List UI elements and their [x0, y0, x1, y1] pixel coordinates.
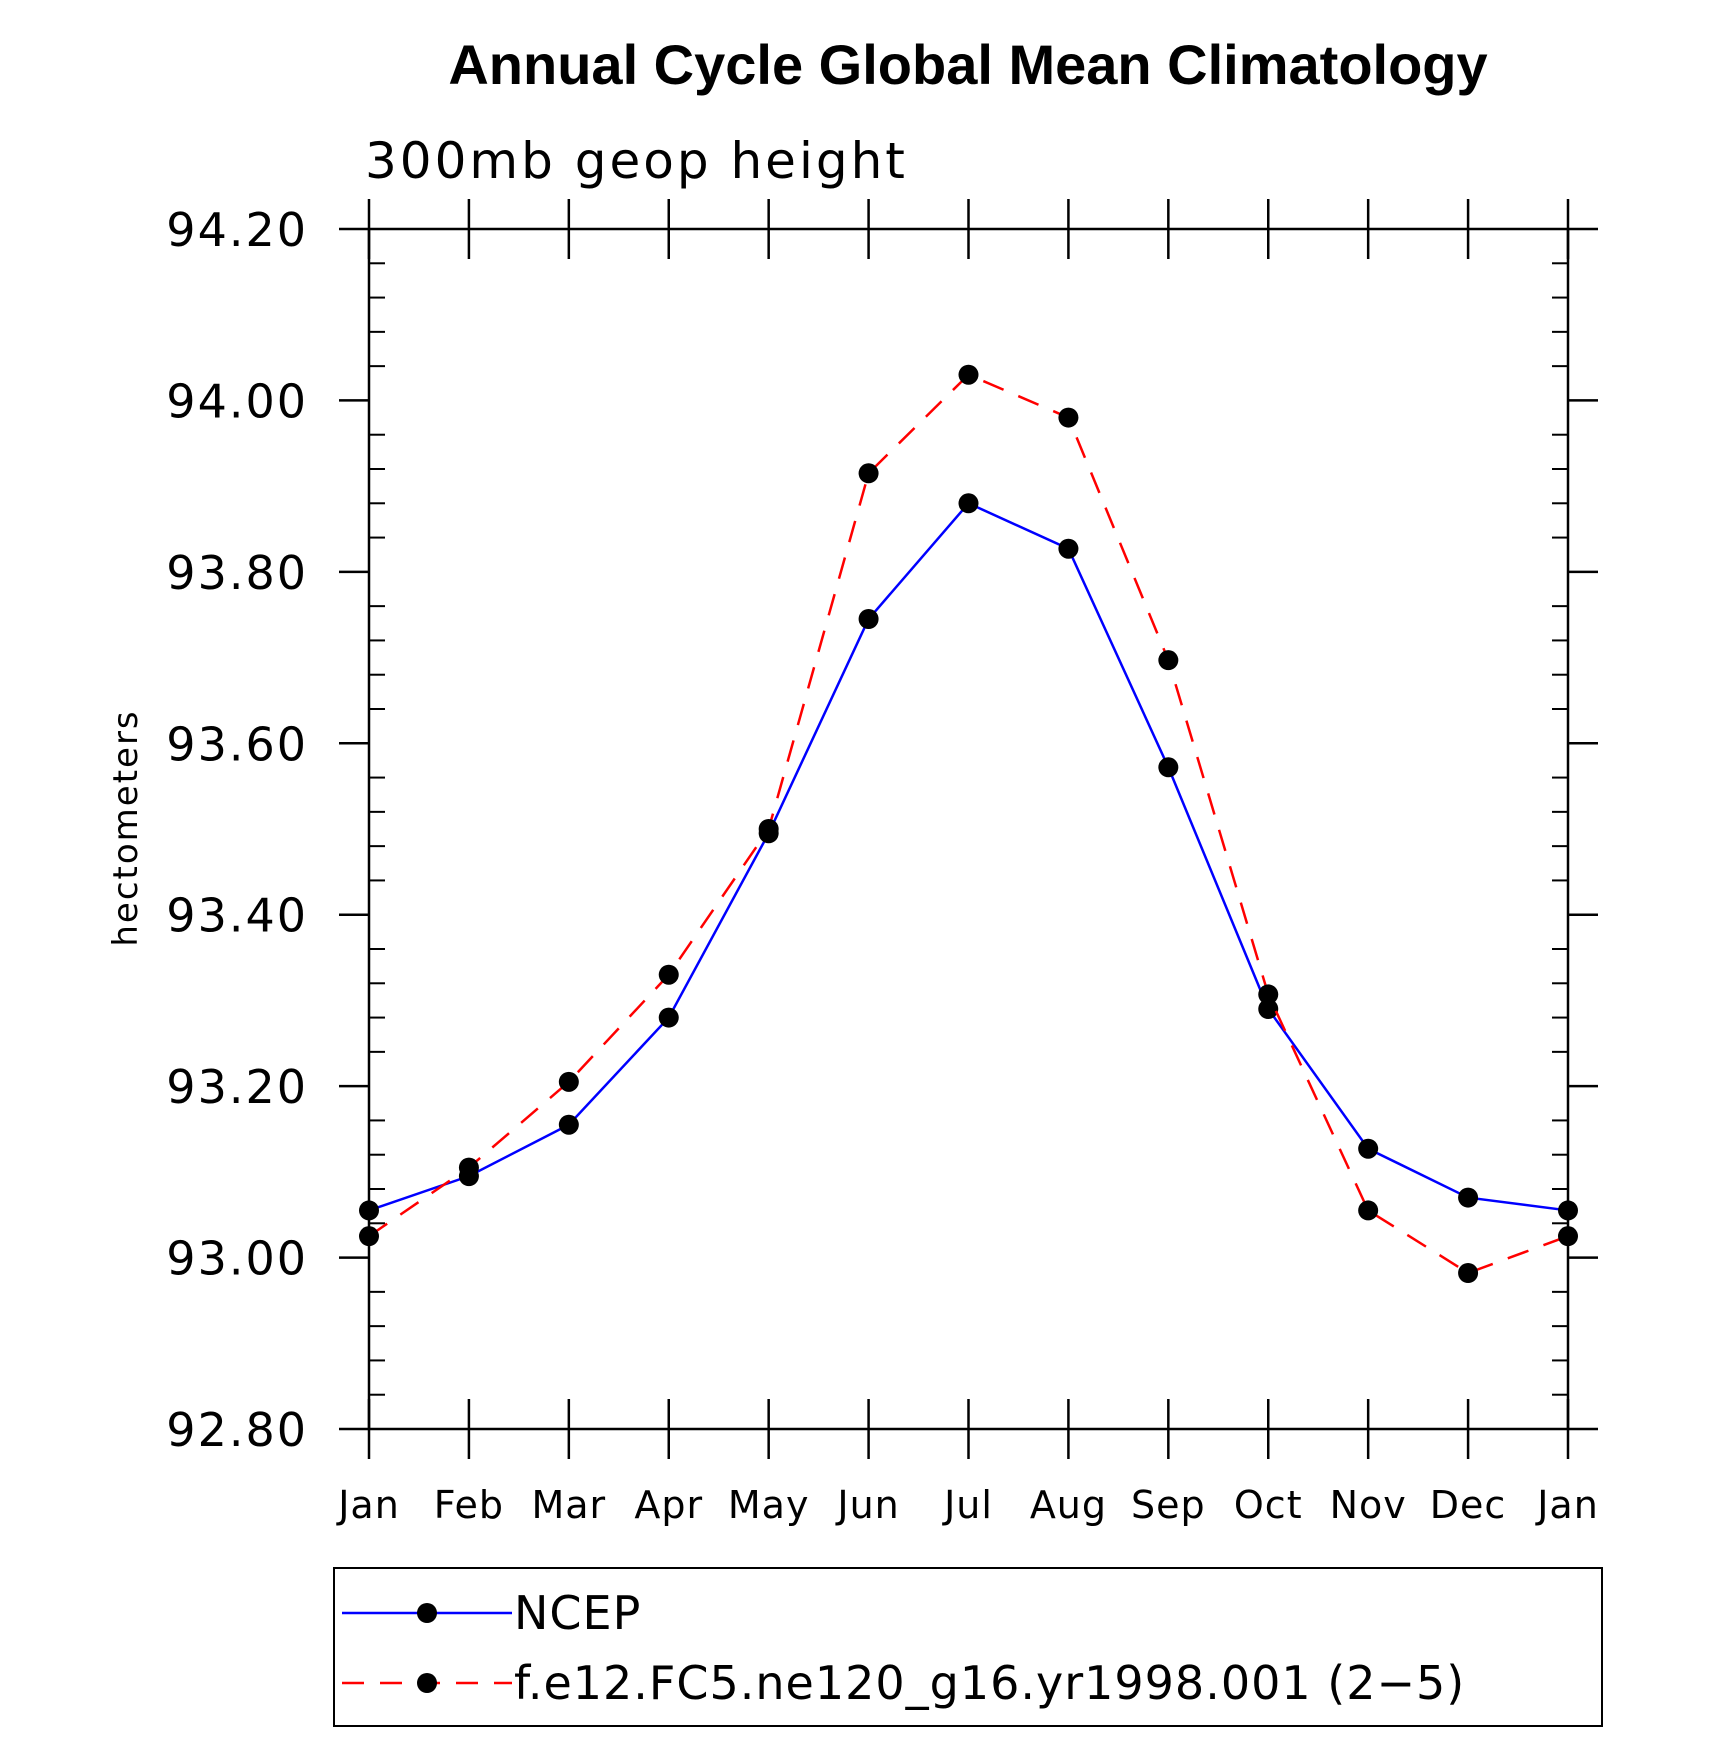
axes: Jan Feb Mar Apr May Jun Jul Aug Sep Oct Nov Dec Jan 9…	[166, 199, 1598, 1527]
data-point-series-0	[958, 493, 979, 514]
legend: NCEP f.e12.FC5.ne120_g16.yr1998.001 (2−5…	[333, 1567, 1603, 1727]
y-tick-label: 93.20	[166, 1060, 308, 1114]
data-point-series-1	[658, 964, 679, 985]
x-tick-label: Aug	[1030, 1483, 1107, 1527]
x-tick-label: Feb	[434, 1483, 504, 1527]
data-point-series-0	[1558, 1200, 1578, 1221]
chart-title: Annual Cycle Global Mean Climatology	[448, 33, 1487, 96]
y-tick-label: 92.80	[166, 1403, 308, 1457]
data-point-series-1	[1058, 407, 1079, 428]
y-tick-label: 93.80	[166, 546, 308, 600]
y-tick-label: 93.40	[166, 889, 308, 943]
data-point-series-1	[1558, 1226, 1578, 1247]
x-tick-label: Nov	[1330, 1483, 1407, 1527]
y-tick-label: 94.00	[166, 374, 308, 428]
legend-label-ncep: NCEP	[514, 1586, 641, 1640]
data-point-series-0	[558, 1114, 579, 1135]
data-point-series-0	[1158, 757, 1179, 778]
data-point-series-0	[359, 1200, 379, 1221]
data-point-series-1	[1158, 650, 1179, 671]
chart-subtitle: 300mb geop height	[365, 132, 908, 190]
y-tick-label: 93.60	[166, 717, 308, 771]
legend-marker-ncep	[417, 1603, 437, 1623]
series-layer	[359, 364, 1578, 1283]
y-tick-label: 93.00	[166, 1232, 308, 1286]
legend-marker-model	[417, 1673, 437, 1693]
x-tick-label: Dec	[1430, 1483, 1507, 1527]
data-point-series-1	[458, 1157, 479, 1178]
data-point-series-1	[1458, 1263, 1479, 1283]
data-point-series-1	[958, 364, 979, 385]
x-tick-label: Jan	[336, 1483, 400, 1527]
x-tick-label: Sep	[1131, 1483, 1206, 1527]
data-point-series-0	[1458, 1187, 1479, 1208]
data-point-series-0	[1358, 1138, 1379, 1159]
data-point-series-0	[1058, 538, 1079, 559]
data-point-series-1	[558, 1071, 579, 1092]
legend-label-model: f.e12.FC5.ne120_g16.yr1998.001 (2−5)	[514, 1656, 1465, 1710]
x-tick-label: Apr	[634, 1483, 703, 1527]
x-tick-label: May	[728, 1483, 810, 1527]
series-line-0	[368, 501, 1569, 1212]
data-point-series-0	[658, 1007, 679, 1028]
legend-box	[333, 1567, 1603, 1727]
data-point-series-1	[858, 463, 879, 484]
x-tick-label: Jul	[942, 1483, 993, 1527]
plot-frame	[367, 227, 1570, 1431]
x-tick-label: Mar	[531, 1483, 606, 1527]
y-tick-label: 94.20	[166, 203, 308, 257]
data-point-series-1	[359, 1226, 379, 1247]
data-point-series-1	[758, 819, 779, 839]
x-tick-label: Jun	[835, 1483, 899, 1527]
data-point-series-0	[858, 609, 879, 629]
data-point-series-0	[1258, 999, 1279, 1019]
y-axis-label: hectometers	[106, 709, 146, 946]
x-tick-label: Jan	[1535, 1483, 1599, 1527]
data-point-series-1	[1258, 984, 1279, 1005]
x-tick-label: Oct	[1234, 1483, 1303, 1527]
data-point-series-1	[1358, 1200, 1379, 1221]
